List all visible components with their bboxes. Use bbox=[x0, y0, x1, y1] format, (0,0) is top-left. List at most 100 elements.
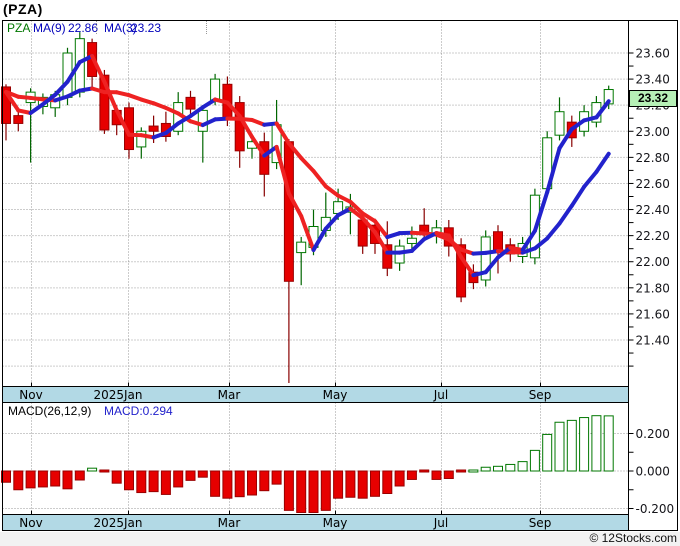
macd-bar bbox=[37, 470, 48, 488]
chart-frame bbox=[2, 20, 678, 531]
macd-bar bbox=[566, 419, 577, 472]
macd-bar bbox=[13, 470, 24, 491]
candles-layer bbox=[1, 32, 614, 384]
date-label: 2025Jan bbox=[93, 388, 142, 402]
date-label: Mar bbox=[218, 388, 241, 402]
macd-bar bbox=[394, 470, 405, 487]
macd-bar bbox=[185, 470, 196, 481]
legend-separator bbox=[206, 21, 207, 34]
price-label: 22.00 bbox=[636, 255, 670, 269]
date-label: Nov bbox=[19, 516, 42, 530]
price-label: 22.40 bbox=[636, 203, 670, 217]
date-label: Jul bbox=[433, 388, 448, 402]
ma9-value: 22.86 bbox=[68, 21, 99, 35]
candle-body bbox=[456, 244, 467, 298]
candle-body bbox=[210, 78, 221, 101]
macd-bar bbox=[62, 470, 73, 490]
macd-bar bbox=[247, 470, 257, 496]
macd-value: MACD:0.294 bbox=[104, 404, 173, 418]
macd-bar bbox=[554, 421, 565, 472]
macd-bar bbox=[124, 470, 134, 491]
ma3-line bbox=[4, 54, 611, 278]
date-label: Nov bbox=[19, 388, 42, 402]
date-label: 2025Jan bbox=[93, 516, 142, 530]
macd-bar bbox=[591, 415, 602, 472]
macd-bar bbox=[308, 470, 319, 513]
price-label: 23.00 bbox=[636, 125, 670, 139]
macd-bar bbox=[74, 470, 85, 481]
price-label: 22.60 bbox=[636, 177, 670, 191]
candle-body bbox=[99, 74, 110, 131]
watermark: © 12Stocks.com bbox=[589, 531, 677, 545]
macd-bar bbox=[197, 470, 208, 478]
macd-bar bbox=[468, 469, 479, 473]
macd-bar bbox=[234, 470, 245, 498]
macd-bar bbox=[517, 461, 528, 472]
candle-body bbox=[259, 141, 270, 175]
macd-bar bbox=[87, 467, 98, 472]
symbol-label: PZA bbox=[7, 21, 31, 35]
macd-bar bbox=[333, 470, 344, 499]
macd-bar bbox=[320, 470, 331, 511]
macd-axis-label: 0.200 bbox=[636, 427, 670, 441]
macd-bar bbox=[345, 470, 356, 498]
price-label: 23.60 bbox=[636, 47, 670, 61]
price-label: 22.80 bbox=[636, 151, 670, 165]
macd-bar bbox=[431, 470, 442, 480]
macd-bar bbox=[25, 470, 36, 489]
page-title: (PZA) bbox=[3, 1, 43, 17]
price-label: 23.40 bbox=[636, 73, 670, 87]
date-label: Sep bbox=[529, 516, 552, 530]
macd-bar bbox=[456, 469, 467, 473]
legend-separator bbox=[96, 21, 97, 34]
macd-bar bbox=[283, 470, 294, 511]
ma9-label: MA(9) bbox=[33, 21, 66, 35]
price-label: 21.40 bbox=[636, 333, 670, 347]
candle-body bbox=[480, 236, 491, 281]
candle-body bbox=[197, 109, 208, 132]
candle-body bbox=[148, 125, 159, 132]
date-label: Jul bbox=[433, 516, 448, 530]
macd-bar bbox=[480, 466, 491, 472]
macd-bar bbox=[542, 433, 553, 472]
macd-bar bbox=[160, 470, 171, 495]
macd-histogram bbox=[1, 415, 614, 513]
macd-bar bbox=[505, 463, 516, 472]
candle-body bbox=[13, 115, 24, 124]
macd-axis-label: 0.000 bbox=[636, 465, 670, 479]
macd-bar bbox=[136, 470, 147, 494]
macd-bar bbox=[579, 417, 590, 472]
candle-body bbox=[554, 111, 565, 136]
macd-axis-label: -0.200 bbox=[636, 502, 675, 516]
price-label: 22.20 bbox=[636, 229, 670, 243]
macd-bar bbox=[50, 470, 61, 487]
ma9-line bbox=[4, 86, 611, 256]
macd-bar bbox=[529, 449, 540, 472]
macd-bar bbox=[1, 470, 11, 483]
candle-body bbox=[185, 96, 196, 110]
date-label: May bbox=[323, 516, 348, 530]
y-axis-labels: 23.6023.4023.2023.0022.8022.6022.4022.20… bbox=[628, 47, 675, 516]
footer-strip bbox=[0, 532, 680, 546]
macd-bar bbox=[443, 470, 454, 479]
macd-bar bbox=[111, 470, 122, 484]
candle-body bbox=[382, 244, 393, 269]
macd-bar bbox=[296, 470, 307, 513]
macd-bar bbox=[382, 470, 393, 494]
date-label: Sep bbox=[529, 388, 552, 402]
macd-bar bbox=[222, 470, 233, 499]
ma3-value: 23.23 bbox=[131, 21, 162, 35]
price-label: 21.60 bbox=[636, 307, 670, 321]
macd-bar bbox=[259, 470, 270, 492]
macd-bar bbox=[271, 470, 282, 485]
macd-bar bbox=[148, 470, 159, 493]
candle-body bbox=[136, 130, 147, 148]
macd-bar bbox=[173, 470, 184, 488]
ma3-label: MA(3) bbox=[104, 21, 137, 35]
grid-layer bbox=[2, 20, 629, 515]
macd-bar bbox=[419, 469, 430, 473]
macd-label: MACD(26,12,9) bbox=[8, 404, 92, 418]
price-label: 21.80 bbox=[636, 281, 670, 295]
